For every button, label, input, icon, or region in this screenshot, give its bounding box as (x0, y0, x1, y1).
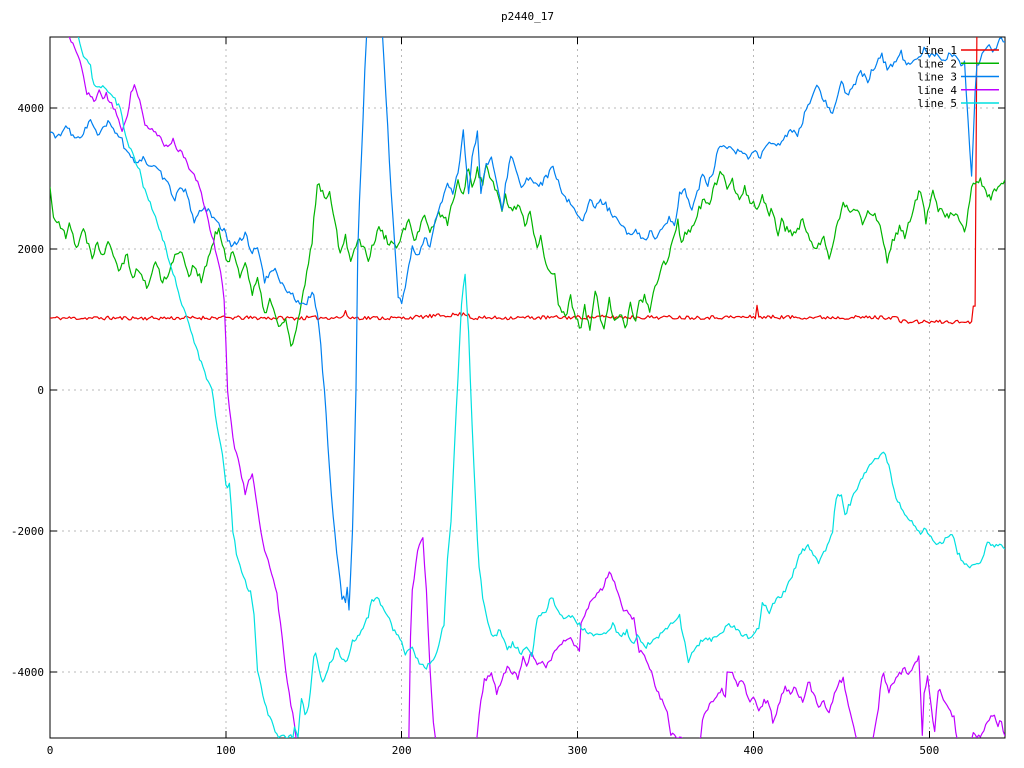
legend-item: line 3 (917, 71, 999, 84)
series-curves (50, 37, 1005, 738)
axes (49, 36, 1006, 739)
legend-item: line 1 (917, 44, 999, 57)
series-line-3 (50, 37, 1005, 611)
series-line-2 (50, 163, 1005, 347)
legend-label: line 2 (917, 57, 957, 70)
legend-label: line 3 (917, 71, 957, 84)
tick-labels: -4000 -2000 0 2000 4000 0 100 200 300 400 500 (11, 102, 939, 757)
legend-label: line 5 (917, 97, 957, 110)
series-line-5 (77, 37, 1005, 738)
y-tick-label: 2000 (18, 243, 45, 256)
x-tick-label: 500 (919, 744, 939, 757)
x-tick-label: 200 (392, 744, 412, 757)
legend-label: line 1 (917, 44, 957, 57)
legend-item: line 5 (917, 97, 999, 110)
y-tick-label: 4000 (18, 102, 45, 115)
legend-label: line 4 (917, 84, 957, 97)
y-tick-label: -4000 (11, 666, 44, 679)
x-tick-label: 100 (216, 744, 236, 757)
x-tick-label: 300 (568, 744, 588, 757)
chart-title: p2440_17 (501, 10, 554, 23)
x-tick-label: 0 (47, 744, 54, 757)
y-tick-label: -2000 (11, 525, 44, 538)
series-line-4 (68, 37, 1005, 738)
series-line-1 (50, 37, 978, 325)
x-tick-label: 400 (744, 744, 764, 757)
legend-item: line 4 (917, 84, 999, 97)
legend-item: line 2 (917, 57, 999, 70)
y-tick-label: 0 (37, 384, 44, 397)
gridlines (50, 37, 1005, 738)
